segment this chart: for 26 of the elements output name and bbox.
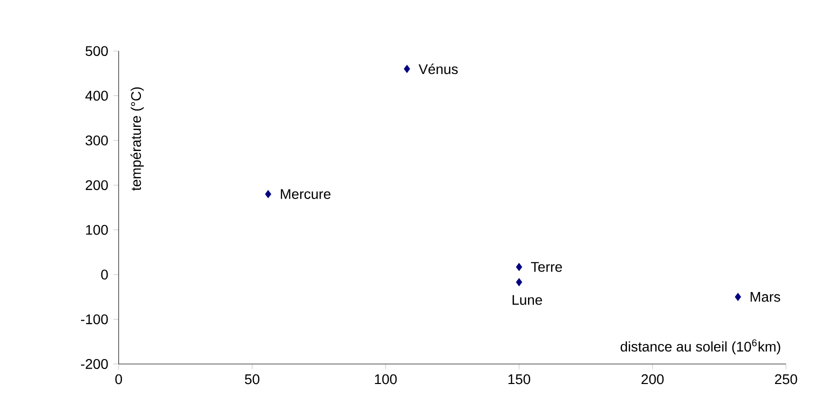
point — [516, 262, 522, 271]
annotation: Vénus — [418, 64, 458, 74]
x-tick-label: 50 — [244, 374, 260, 384]
point — [734, 292, 742, 301]
x-tick-label: 150 — [508, 374, 530, 384]
annotation: Mars — [750, 292, 780, 302]
point — [265, 190, 272, 198]
y-tick-label: 300 — [86, 135, 108, 146]
y-tick-label: 500 — [86, 46, 108, 56]
y-tick-label: -200 — [81, 359, 108, 369]
annotation: Terre — [530, 262, 562, 272]
y-tick-label: 200 — [86, 180, 108, 190]
point — [404, 64, 410, 73]
y-tick-label: 400 — [85, 90, 108, 101]
y-axis-title: température (°C) — [130, 87, 144, 191]
x-axis-title: distance au soleil (10$^{6}$km) — [620, 339, 780, 354]
annotation: Lune — [512, 295, 542, 305]
y-tick-label: 100 — [86, 224, 108, 235]
x-tick-label: 250 — [775, 374, 798, 384]
annotation: Mercure — [280, 189, 330, 199]
x-tick-label: 0 — [115, 374, 122, 384]
y-tick-label: -100 — [81, 314, 108, 324]
y-tick-label: 0 — [101, 270, 108, 280]
point — [516, 278, 522, 286]
x-tick-label: 200 — [642, 374, 664, 384]
x-tick-label: 100 — [374, 374, 397, 384]
